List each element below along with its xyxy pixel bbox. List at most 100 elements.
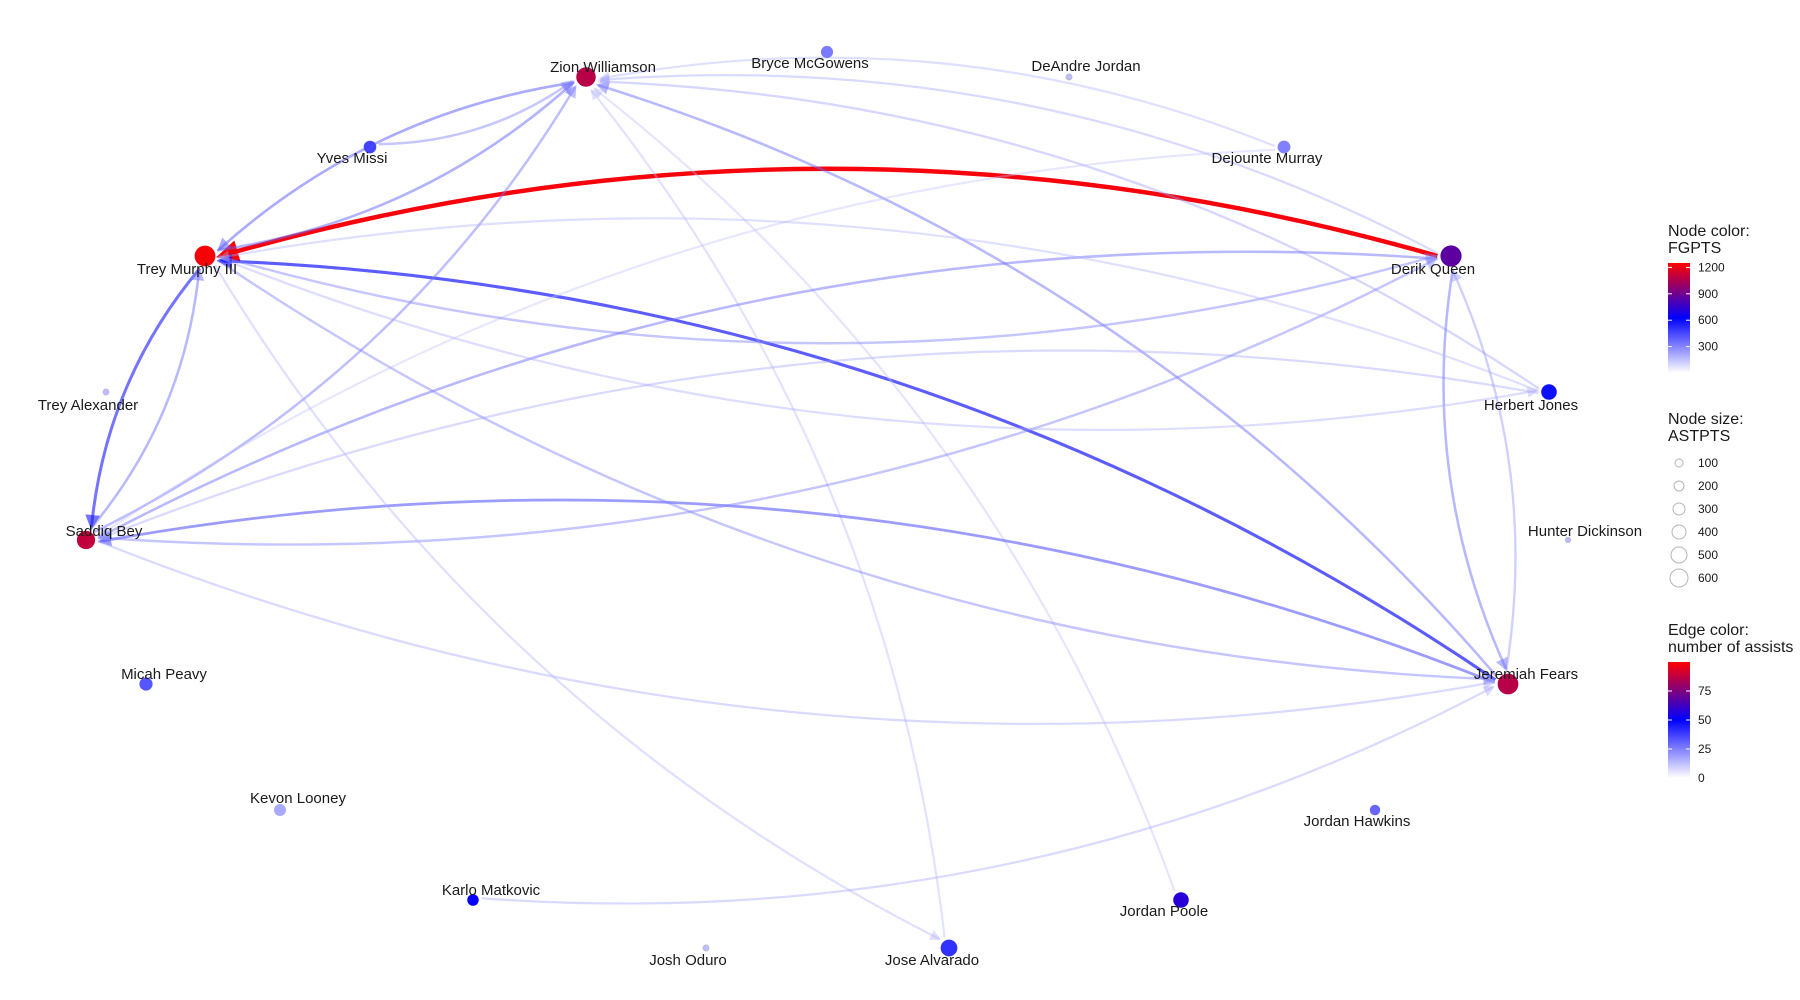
node-yves-missi[interactable] <box>363 140 377 154</box>
edge-jose-alvarado-to-zion-williamson <box>590 88 946 938</box>
legend-node-size-label: 200 <box>1698 479 1718 493</box>
node-label-jose-alvarado: Jose Alvarado <box>885 952 979 969</box>
labels-layer: Zion Williamson Bryce McGowens DeAndre Jor… <box>38 55 1642 969</box>
edge-jeremiah-fears-to-saddiq-bey <box>97 498 1496 684</box>
legend-node-color-tick-label: 1200 <box>1698 260 1725 274</box>
node-bryce-mcgowens[interactable] <box>820 45 834 59</box>
legend-node-size-title: Node size: <box>1668 411 1744 428</box>
legend-edge-color-title: Edge color: <box>1668 622 1749 639</box>
legend-node-size-circle <box>1674 458 1684 468</box>
node-label-zion-williamson: Zion Williamson <box>550 59 656 76</box>
edge-dejounte-murray-to-saddiq-bey <box>97 148 1276 537</box>
legend-node-color-tick-label: 300 <box>1698 340 1718 354</box>
node-label-jeremiah-fears: Jeremiah Fears <box>1474 666 1578 683</box>
node-label-trey-murphy-iii: Trey Murphy III <box>137 261 237 278</box>
node-jeremiah-fears[interactable] <box>1497 673 1519 695</box>
node-karlo-matkovic[interactable] <box>467 894 479 906</box>
legend-node-size-label: 300 <box>1698 502 1718 516</box>
node-label-bryce-mcgowens: Bryce McGowens <box>751 55 869 72</box>
node-label-saddiq-bey: Saddiq Bey <box>66 523 143 540</box>
node-jose-alvarado[interactable] <box>940 939 958 957</box>
legend-edge-color: Edge color: number of assists 75 50 25 0 <box>1668 622 1793 785</box>
edge-trey-murphy-iii-to-derik-queen <box>218 252 1438 345</box>
edge-trey-murphy-iii-to-saddiq-bey <box>85 267 201 530</box>
node-label-trey-alexander: Trey Alexander <box>38 397 138 414</box>
legend-node-color-variable: FGPTS <box>1668 240 1721 257</box>
legend-edge-color-ticks: 75 50 25 0 <box>1668 684 1712 785</box>
legend-edge-color-bar <box>1668 662 1690 778</box>
edge-herbert-jones-to-saddiq-bey <box>97 349 1539 541</box>
legend-node-size-label: 500 <box>1698 548 1718 562</box>
node-label-micah-peavy: Micah Peavy <box>121 666 207 683</box>
edge-trey-murphy-iii-to-zion-williamson <box>216 81 575 252</box>
node-hunter-dickinson[interactable] <box>1564 536 1572 544</box>
node-label-josh-oduro: Josh Oduro <box>649 952 727 969</box>
legend-node-size: Node size: ASTPTS 100 200 300 400 500 600 <box>1668 411 1744 588</box>
legend-node-size-items: 100 200 300 400 500 600 <box>1669 456 1718 588</box>
legend-edge-color-tick-label: 25 <box>1698 742 1712 756</box>
legend-node-size-label: 600 <box>1698 571 1718 585</box>
edge-karlo-matkovic-to-jeremiah-fears <box>481 686 1495 905</box>
legend-node-size-circle <box>1671 524 1687 540</box>
edge-derik-queen-to-zion-williamson <box>598 73 1439 255</box>
legend-node-color-bar <box>1668 263 1690 373</box>
node-derik-queen[interactable] <box>1440 245 1462 267</box>
legend-node-color-ticks: 1200 900 600 300 <box>1668 260 1725 354</box>
node-label-kevon-looney: Kevon Looney <box>250 790 346 807</box>
node-jordan-poole[interactable] <box>1173 892 1189 908</box>
node-deandre-jordan[interactable] <box>1065 73 1073 81</box>
node-label-yves-missi: Yves Missi <box>317 150 388 167</box>
legend-node-size-circle <box>1672 502 1686 516</box>
edge-yves-missi-to-zion-williamson <box>378 80 574 146</box>
edge-herbert-jones-to-trey-murphy-iii <box>218 217 1539 392</box>
legend-node-color-tick-label: 600 <box>1698 313 1718 327</box>
edge-dejounte-murray-to-zion-williamson <box>598 56 1276 148</box>
legend-node-size-circle <box>1673 480 1685 492</box>
legend-edge-color-variable: number of assists <box>1668 639 1793 656</box>
edges-layer <box>85 56 1540 940</box>
legend-node-size-label: 400 <box>1698 525 1718 539</box>
edge-trey-murphy-iii-to-herbert-jones <box>217 256 1539 432</box>
node-label-karlo-matkovic: Karlo Matkovic <box>442 882 541 899</box>
edge-derik-queen-to-trey-murphy-iii <box>216 166 1439 262</box>
edge-saddiq-bey-to-jeremiah-fears <box>97 540 1495 726</box>
legend-node-size-variable: ASTPTS <box>1668 428 1730 445</box>
node-saddiq-bey[interactable] <box>76 530 96 550</box>
legend-edge-color-tick-label: 0 <box>1698 771 1705 785</box>
legend-node-size-label: 100 <box>1698 456 1718 470</box>
node-dejounte-murray[interactable] <box>1277 140 1291 154</box>
legend-edge-color-tick-label: 50 <box>1698 713 1712 727</box>
legend-node-size-circle <box>1669 568 1689 588</box>
node-herbert-jones[interactable] <box>1541 384 1557 400</box>
legend-node-color-tick-label: 900 <box>1698 287 1718 301</box>
node-micah-peavy[interactable] <box>139 677 153 691</box>
node-josh-oduro[interactable] <box>702 944 710 952</box>
edge-jordan-poole-to-zion-williamson <box>592 87 1176 892</box>
edge-jeremiah-fears-to-zion-williamson <box>595 82 1498 678</box>
edge-trey-murphy-iii-to-jose-alvarado <box>213 264 942 940</box>
edge-saddiq-bey-to-trey-murphy-iii <box>89 267 205 530</box>
edge-zion-williamson-to-trey-murphy-iii <box>216 81 575 252</box>
edge-jeremiah-fears-to-derik-queen <box>1451 269 1517 671</box>
node-label-jordan-poole: Jordan Poole <box>1120 903 1208 920</box>
edge-herbert-jones-to-zion-williamson <box>597 76 1540 390</box>
node-label-jordan-hawkins: Jordan Hawkins <box>1304 813 1411 830</box>
legend-node-color-title: Node color: <box>1668 223 1750 240</box>
node-jordan-hawkins[interactable] <box>1369 804 1381 816</box>
node-trey-murphy-iii[interactable] <box>194 245 216 267</box>
node-label-dejounte-murray: Dejounte Murray <box>1212 150 1323 167</box>
node-label-hunter-dickinson: Hunter Dickinson <box>1528 523 1642 540</box>
legend-node-color: Node color: FGPTS 1200 900 600 300 <box>1668 223 1750 373</box>
edge-derik-queen-to-jeremiah-fears <box>1442 269 1508 672</box>
legend-edge-color-tick-label: 75 <box>1698 684 1712 698</box>
edge-saddiq-bey-to-derik-queen <box>97 258 1438 546</box>
node-kevon-looney[interactable] <box>274 804 286 816</box>
edge-jeremiah-fears-to-trey-murphy-iii <box>216 253 1497 682</box>
node-label-deandre-jordan: DeAndre Jordan <box>1031 58 1140 75</box>
node-trey-alexander[interactable] <box>102 388 110 396</box>
legend-node-size-circle <box>1670 546 1688 564</box>
node-zion-williamson[interactable] <box>576 67 596 87</box>
edge-trey-murphy-iii-to-jeremiah-fears <box>217 259 1496 685</box>
nodes-layer <box>76 45 1572 957</box>
